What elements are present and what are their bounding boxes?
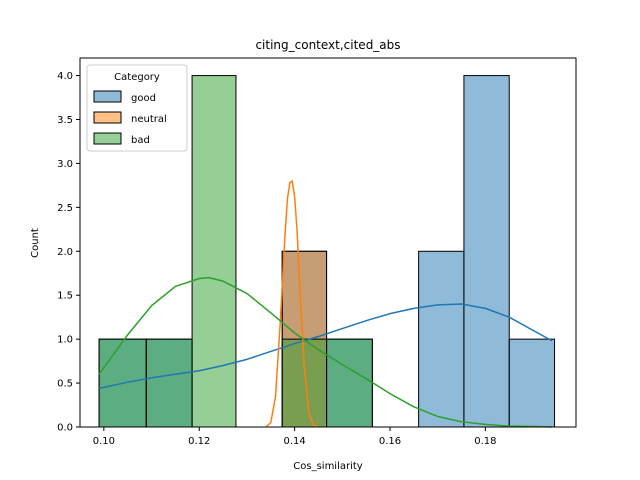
legend-label-good: good	[131, 93, 156, 104]
x-tick-label-2: 0.14	[283, 436, 305, 447]
bar-good-5	[463, 75, 510, 428]
y-tick-label-3: 1.5	[57, 291, 73, 302]
y-tick-label-5: 2.5	[57, 203, 73, 214]
y-tick-label-4: 2.0	[57, 247, 73, 258]
legend-swatch-neutral	[93, 111, 122, 124]
x-tick-label-3: 0.16	[379, 436, 401, 447]
legend-swatch-bad	[93, 132, 122, 145]
y-axis-label: Count	[30, 228, 41, 258]
plot-area: 0.10 0.12 0.14 0.16 0.18 0.0 0.5 1.0 1.5 2.0 2.5 3.…	[57, 57, 577, 447]
legend-label-bad: bad	[131, 135, 150, 146]
kde-line-good	[98, 303, 553, 390]
axes-frame	[79, 57, 577, 428]
x-tick-label-0: 0.10	[93, 436, 115, 447]
bar-bad-2	[191, 75, 237, 428]
bar-good-6	[508, 338, 556, 428]
bar-bad-4	[326, 338, 373, 428]
bar-good-4	[418, 250, 465, 428]
legend-title: Category	[114, 72, 160, 83]
x-tick-label-4: 0.18	[474, 436, 496, 447]
legend-label-neutral: neutral	[131, 114, 167, 125]
legend: Category good neutral bad	[86, 64, 188, 152]
y-tick-label-2: 1.0	[57, 335, 73, 346]
bar-bad-3	[281, 338, 328, 428]
y-tick-label-0: 0.0	[57, 423, 73, 434]
legend-box	[86, 64, 188, 152]
kde-line-bad	[98, 276, 553, 428]
y-tick-label-8: 4.0	[57, 71, 73, 82]
bar-bad-1	[145, 338, 193, 428]
x-axis-label: Cos_similarity	[293, 461, 363, 472]
y-tick-label-1: 0.5	[57, 379, 73, 390]
kde-line-neutral	[265, 180, 319, 428]
chart-title: citing_context,cited_abs	[255, 38, 400, 52]
x-tick-label-1: 0.12	[188, 436, 210, 447]
y-tick-label-7: 3.5	[57, 115, 73, 126]
y-tick-label-6: 3.0	[57, 159, 73, 170]
legend-swatch-good	[93, 90, 122, 103]
